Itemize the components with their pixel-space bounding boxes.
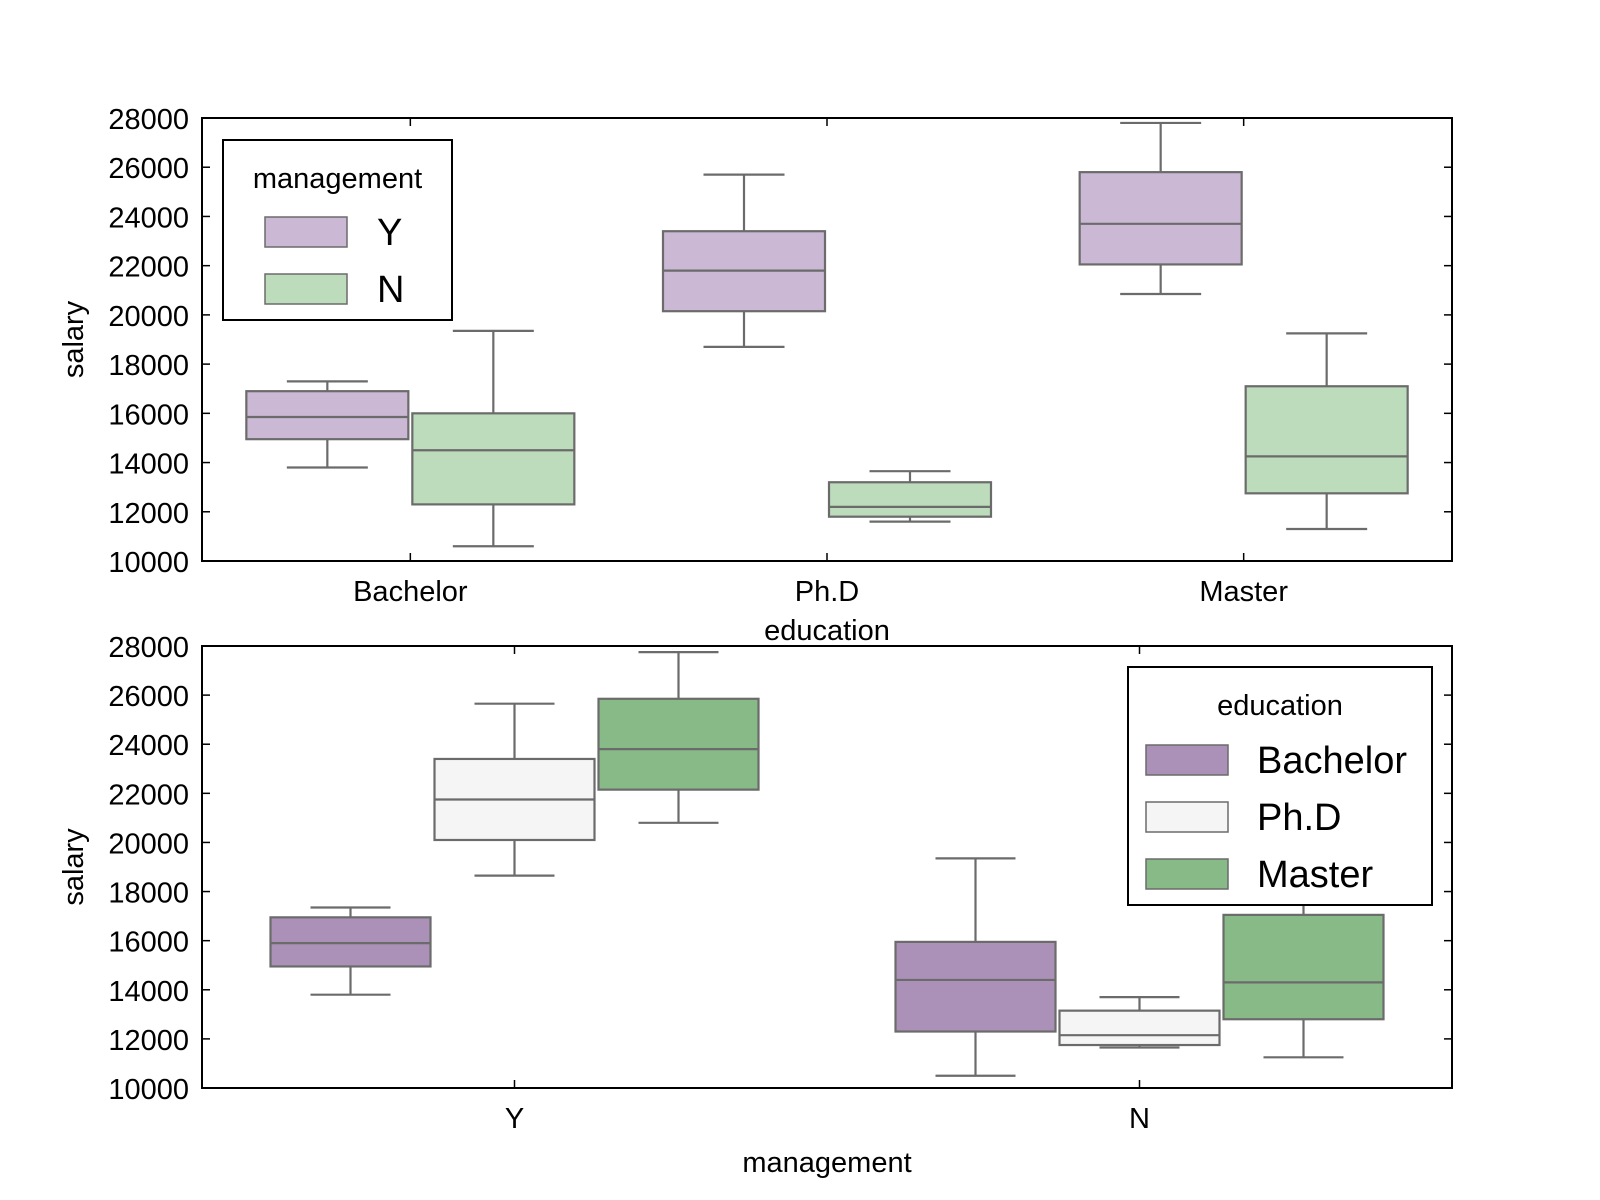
x-axis-label: management <box>742 1147 911 1179</box>
x-tick-label: Y <box>505 1103 524 1135</box>
box-iqr <box>245 390 410 441</box>
y-axis-label: salary <box>58 828 90 906</box>
x-axis-label: education <box>764 615 890 647</box>
x-tick-label: Ph.D <box>795 576 859 608</box>
box-iqr <box>597 697 760 791</box>
y-tick-label: 24000 <box>108 202 189 234</box>
legend-label: Bachelor <box>1257 740 1407 782</box>
y-tick-label: 18000 <box>108 350 189 382</box>
box-y-bachelor <box>245 380 410 469</box>
y-tick-label: 16000 <box>108 927 189 959</box>
legend-title: education <box>1217 690 1343 722</box>
box-y-master <box>1078 121 1243 296</box>
y-axis-label: salary <box>58 300 90 378</box>
box-iqr <box>1244 385 1409 495</box>
x-tick-label: Bachelor <box>353 576 468 608</box>
box-ph-d-n <box>1058 996 1221 1049</box>
box-iqr <box>411 412 576 506</box>
box-iqr <box>1058 1009 1221 1047</box>
plot-frame <box>201 645 1453 1089</box>
y-tick-label: 28000 <box>108 104 189 136</box>
y-tick-label: 24000 <box>108 730 189 762</box>
y-tick-label: 22000 <box>108 779 189 811</box>
box-iqr <box>1078 171 1243 266</box>
box-bachelor-y <box>269 906 432 996</box>
bottom-panel-management: 10000 12000 14000 16000 18000 20000 22000 24000… <box>58 632 1453 1179</box>
box-iqr <box>894 940 1057 1033</box>
box-iqr <box>269 916 432 968</box>
top-panel-education: 10000 12000 14000 16000 18000 20000 22000 24000… <box>58 104 1453 647</box>
legend-swatch <box>1145 858 1229 890</box>
box-master-y <box>597 651 760 824</box>
legend: education Bachelor Ph.D Master <box>1127 666 1433 906</box>
legend-swatch <box>264 273 348 305</box>
y-tick-label: 26000 <box>108 681 189 713</box>
legend-swatch <box>264 216 348 248</box>
box-n-ph-d <box>827 470 993 523</box>
legend-label: N <box>377 269 404 311</box>
legend-label: Ph.D <box>1257 797 1341 839</box>
box-ph-d-y <box>433 702 596 877</box>
y-tick-label: 14000 <box>108 976 189 1008</box>
box-bachelor-n <box>894 857 1057 1077</box>
legend-swatch <box>1145 744 1229 776</box>
legend-swatch <box>1145 801 1229 833</box>
box-iqr <box>827 481 993 518</box>
box-iqr <box>1222 913 1385 1021</box>
y-tick-label: 26000 <box>108 153 189 185</box>
box-y-ph-d <box>661 173 827 348</box>
box-n-bachelor <box>411 329 576 548</box>
legend: management YN <box>222 139 453 321</box>
x-tick-label: N <box>1129 1103 1150 1135</box>
y-tick-label: 18000 <box>108 878 189 910</box>
y-tick-label: 12000 <box>108 498 189 530</box>
box-n-master <box>1244 332 1409 531</box>
y-tick-label: 22000 <box>108 252 189 284</box>
legend-label: Master <box>1257 854 1373 896</box>
legend-title: management <box>253 163 422 195</box>
y-tick-label: 10000 <box>108 547 189 579</box>
y-tick-label: 12000 <box>108 1025 189 1057</box>
x-tick-label: Master <box>1199 576 1288 608</box>
legend-label: Y <box>377 212 402 254</box>
y-tick-label: 20000 <box>108 301 189 333</box>
y-tick-label: 20000 <box>108 828 189 860</box>
y-tick-label: 28000 <box>108 632 189 664</box>
plot-frame <box>201 117 1453 562</box>
y-tick-label: 16000 <box>108 399 189 431</box>
y-tick-label: 14000 <box>108 449 189 481</box>
y-tick-label: 10000 <box>108 1074 189 1106</box>
